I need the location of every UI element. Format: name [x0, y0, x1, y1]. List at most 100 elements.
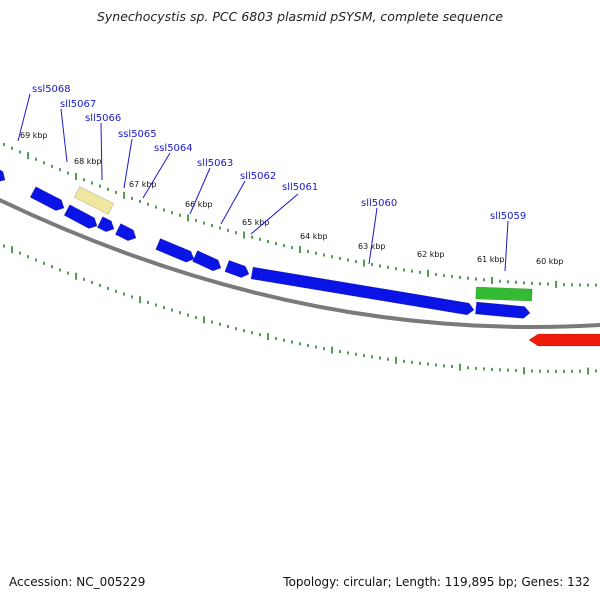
gene-label[interactable]: ssl5065 — [118, 129, 157, 140]
kbp-tick-label: 61 kbp — [477, 255, 505, 264]
gene-leader-line — [189, 167, 211, 215]
gene-leader-line — [17, 93, 31, 142]
outer-ring-minor-tick — [251, 235, 253, 239]
gene-label[interactable]: sll5059 — [490, 211, 526, 222]
outer-ring-major-tick — [491, 277, 493, 284]
kbp-tick-label: 69 kbp — [20, 131, 48, 140]
kbp-tick-label: 64 kbp — [300, 232, 328, 241]
outer-ring-minor-tick — [507, 280, 509, 284]
outer-ring-minor-tick — [443, 274, 445, 277]
feature-track — [0, 169, 600, 347]
outer-ring-minor-tick — [595, 283, 597, 287]
gene-label[interactable]: ssl5064 — [154, 143, 193, 154]
gene-leader-line — [368, 207, 378, 265]
outer-ring-minor-tick — [451, 275, 453, 278]
outer-ring-minor-tick — [219, 226, 221, 230]
forward-cds-arrow — [250, 266, 475, 316]
inner-ring-minor-tick — [163, 306, 165, 310]
outer-ring-minor-tick — [315, 251, 317, 255]
inner-tick-ring — [3, 244, 597, 375]
forward-cds-arrow — [192, 250, 222, 272]
outer-ring-minor-tick — [395, 267, 397, 271]
inner-ring-minor-tick — [83, 277, 85, 281]
gene-label[interactable]: sll5061 — [282, 182, 318, 193]
outer-ring-major-tick — [27, 152, 29, 160]
inner-ring-minor-tick — [59, 268, 61, 272]
outer-ring-minor-tick — [211, 224, 213, 227]
outer-ring-minor-tick — [131, 196, 133, 200]
inner-ring-minor-tick — [251, 331, 253, 335]
gene-label[interactable]: sll5063 — [197, 158, 233, 169]
outer-ring-minor-tick — [459, 275, 461, 279]
inner-ring-minor-tick — [107, 286, 109, 290]
kbp-tick-label: 60 kbp — [536, 257, 564, 266]
outer-ring-minor-tick — [59, 168, 61, 172]
inner-ring-minor-tick — [563, 369, 565, 373]
inner-ring-minor-tick — [411, 360, 413, 364]
inner-ring-major-tick — [331, 346, 333, 354]
outer-ring-minor-tick — [331, 255, 333, 259]
inner-ring-minor-tick — [379, 356, 381, 360]
outer-ring-minor-tick — [579, 283, 581, 287]
inner-ring-minor-tick — [115, 289, 117, 293]
inner-ring-minor-tick — [491, 367, 493, 371]
outer-ring-minor-tick — [587, 283, 589, 287]
outer-ring-minor-tick — [531, 281, 533, 285]
outer-ring-minor-tick — [467, 276, 469, 280]
forward-cds-arrow — [475, 301, 531, 319]
gene-label[interactable]: sll5066 — [85, 113, 121, 124]
gene-label[interactable]: sll5067 — [60, 99, 96, 110]
outer-ring-minor-tick — [259, 237, 261, 241]
outer-ring-minor-tick — [115, 190, 117, 194]
outer-ring-minor-tick — [195, 219, 197, 222]
inner-ring-minor-tick — [155, 303, 157, 307]
outer-ring-minor-tick — [355, 260, 357, 264]
inner-ring-minor-tick — [219, 322, 221, 326]
outer-ring-minor-tick — [155, 205, 157, 209]
kbp-tick-label: 65 kbp — [242, 218, 270, 227]
outer-ring-minor-tick — [347, 258, 349, 262]
inner-ring-minor-tick — [291, 340, 293, 344]
inner-ring-minor-tick — [419, 361, 421, 365]
inner-ring-minor-tick — [427, 362, 429, 366]
gene-leader-line — [123, 138, 133, 189]
forward-cds-arrow — [114, 223, 137, 242]
gene-labels: ssl5068 sll5067 sll5066 ssl5065 ssl5064 sll50… — [17, 84, 526, 272]
gene-leader-line — [100, 122, 103, 181]
outer-ring-major-tick — [363, 259, 365, 267]
outer-ring-minor-tick — [379, 264, 381, 268]
outer-ring-major-tick — [187, 214, 189, 222]
kbp-tick-label: 68 kbp — [74, 157, 102, 166]
outer-ring-minor-tick — [171, 211, 173, 215]
inner-ring-major-tick — [203, 316, 205, 324]
inner-ring-minor-tick — [211, 320, 213, 324]
inner-ring-minor-tick — [467, 366, 469, 370]
accession-text: Accession: NC_005229 — [9, 575, 146, 589]
outer-tick-ring — [3, 143, 597, 288]
outer-ring-minor-tick — [403, 268, 405, 272]
outer-ring-minor-tick — [387, 265, 389, 269]
inner-ring-minor-tick — [195, 316, 197, 319]
kbp-tick-label: 66 kbp — [185, 200, 213, 209]
outer-ring-minor-tick — [91, 181, 93, 185]
inner-ring-minor-tick — [315, 345, 317, 349]
gene-label[interactable]: ssl5068 — [32, 84, 71, 95]
outer-ring-minor-tick — [99, 184, 101, 188]
inner-ring-minor-tick — [307, 343, 309, 347]
outer-ring-minor-tick — [435, 273, 437, 276]
outer-ring-minor-tick — [35, 157, 37, 161]
inner-ring-minor-tick — [275, 337, 277, 340]
gene-label[interactable]: sll5060 — [361, 198, 397, 209]
inner-ring-minor-tick — [547, 369, 549, 373]
gene-leader-line — [60, 108, 68, 163]
outer-ring-minor-tick — [163, 208, 165, 212]
kbp-tick-label: 67 kbp — [129, 180, 157, 189]
outer-ring-minor-tick — [283, 244, 285, 248]
inner-ring-minor-tick — [187, 313, 189, 317]
forward-cds-arrow — [224, 260, 250, 278]
forward-cds-arrow — [29, 186, 65, 211]
map-title: Synechocystis sp. PCC 6803 plasmid pSYSM… — [96, 9, 504, 24]
gene-label[interactable]: sll5062 — [240, 171, 276, 182]
inner-ring-minor-tick — [339, 350, 341, 353]
